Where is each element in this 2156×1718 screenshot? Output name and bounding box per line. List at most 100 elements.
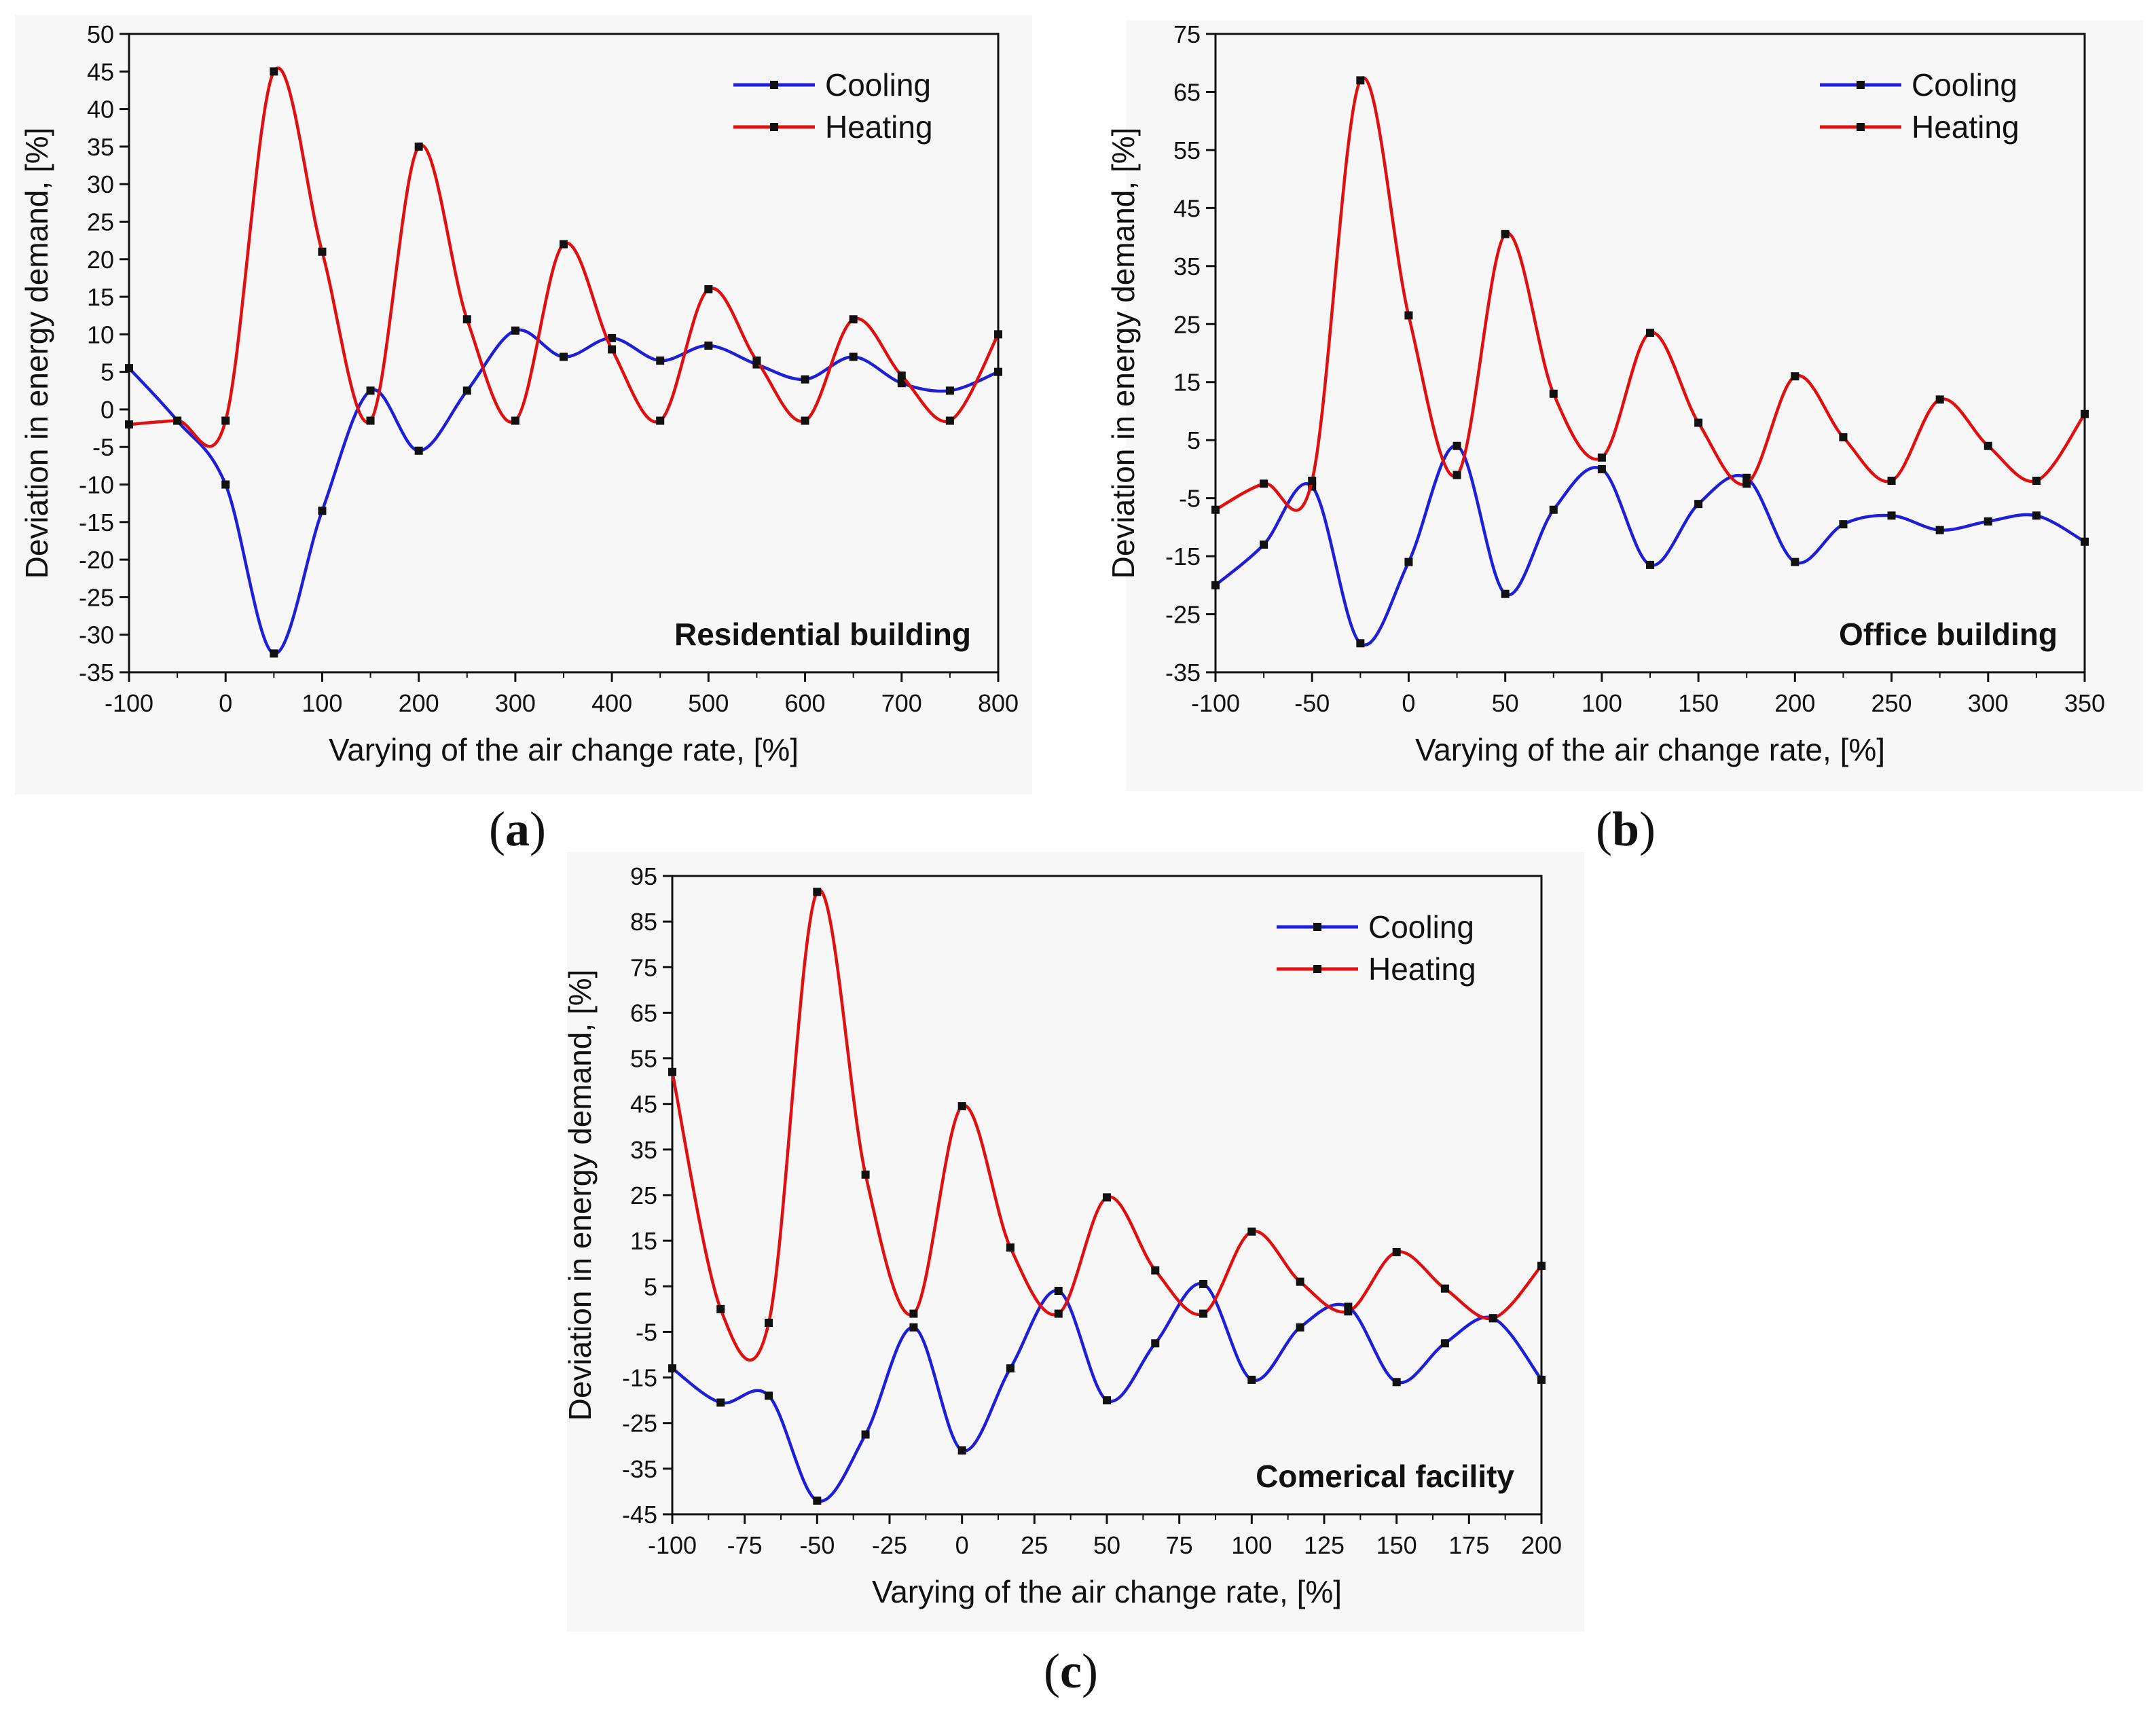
c-y-tick-label: -15 [622, 1364, 657, 1392]
a-chart-title: Residential building [674, 617, 971, 652]
c-y-tick-label: 85 [630, 908, 657, 936]
b-cooling-point [1501, 589, 1510, 598]
a-cooling-point [704, 341, 713, 350]
panel-c-background [567, 852, 1584, 1632]
figure-label-b: (b) [1596, 802, 1656, 856]
c-heating-point [1392, 1247, 1401, 1256]
a-legend-cooling-label: Cooling [825, 67, 931, 103]
c-heating-point [1247, 1227, 1256, 1236]
c-heating-point [1537, 1262, 1546, 1271]
chart-office-building: -100 -50 0 50 100 150 200 250 300 350 -35 -25 -15 -5 5… [1106, 20, 2105, 767]
b-cooling-point [2032, 511, 2041, 520]
a-y-tick-label: 20 [87, 246, 114, 274]
b-chart-title: Office building [1839, 617, 2058, 652]
a-heating-point [560, 240, 568, 249]
c-y-tick-label: 75 [630, 953, 657, 981]
c-x-tick-label: 200 [1521, 1531, 1562, 1559]
c-cooling-point [1103, 1396, 1111, 1405]
a-heating-point [125, 420, 133, 429]
a-cooling-point [608, 333, 617, 342]
c-x-tick-label: -75 [727, 1531, 763, 1559]
c-heating-point [957, 1102, 966, 1111]
c-legend-heating-marker [1313, 965, 1321, 973]
a-y-tick-label: 25 [87, 208, 114, 236]
c-cooling-point [1006, 1364, 1015, 1373]
a-heating-point [656, 416, 665, 425]
c-cooling-point [861, 1430, 870, 1439]
a-y-tick-label: -30 [79, 621, 114, 649]
a-cooling-point [221, 480, 230, 489]
c-x-tick-label: 75 [1166, 1531, 1193, 1559]
b-y-tick-label: 15 [1173, 369, 1201, 397]
b-cooling-point [2081, 537, 2089, 546]
c-cooling-point [909, 1323, 918, 1332]
b-cooling-point [1791, 558, 1799, 566]
c-y-tick-label: 25 [630, 1182, 657, 1209]
b-x-tick-label: 0 [1402, 689, 1415, 717]
c-cooling-point [716, 1398, 725, 1407]
c-cooling-point [1151, 1339, 1160, 1348]
b-cooling-point [1984, 517, 1992, 526]
c-heating-point [716, 1304, 725, 1313]
c-legend-cooling-label: Cooling [1368, 909, 1474, 945]
c-legend-heating-label: Heating [1368, 951, 1476, 987]
a-heating-point [511, 416, 519, 425]
c-cooling-point [765, 1391, 773, 1400]
c-y-tick-label: 55 [630, 1045, 657, 1073]
a-x-tick-label: 300 [495, 689, 536, 717]
b-cooling-point [1935, 526, 1944, 534]
c-y-tick-label: 5 [644, 1273, 657, 1300]
b-heating-point [1404, 311, 1413, 320]
b-legend-cooling-marker [1857, 81, 1865, 89]
a-x-tick-label: 600 [785, 689, 826, 717]
c-y-tick-label: -35 [622, 1455, 657, 1483]
b-heating-point [1839, 433, 1848, 441]
a-x-tick-label: 0 [219, 689, 232, 717]
b-cooling-point [1887, 511, 1896, 520]
a-cooling-line [128, 328, 999, 655]
c-chart-title: Comerical facility [1256, 1459, 1514, 1494]
b-legend-cooling-label: Cooling [1912, 67, 2017, 103]
c-cooling-point [668, 1364, 676, 1373]
c-heating-point [1199, 1309, 1208, 1318]
a-y-tick-label: 50 [87, 20, 114, 48]
b-heating-point [1935, 395, 1944, 404]
a-heating-point [414, 142, 423, 151]
b-heating-point [1452, 471, 1461, 479]
a-cooling-point [945, 386, 954, 395]
b-heating-point [2032, 477, 2041, 485]
c-heating-point [1006, 1243, 1015, 1252]
b-x-tick-label: 250 [1871, 689, 1912, 717]
b-cooling-point [1260, 541, 1268, 549]
b-y-tick-label: 5 [1187, 426, 1201, 454]
a-y-tick-label: -15 [79, 509, 114, 536]
a-cooling-point [270, 649, 278, 658]
a-cooling-point [366, 386, 375, 395]
c-heating-point [1103, 1193, 1111, 1202]
b-x-tick-label: 300 [1968, 689, 2009, 717]
b-cooling-point [1839, 520, 1848, 529]
b-cooling-line [1214, 444, 2086, 646]
a-heating-point [704, 285, 713, 293]
b-x-tick-label: 200 [1774, 689, 1815, 717]
a-heating-point [608, 345, 617, 354]
b-heating-point [1211, 505, 1220, 514]
a-cooling-point [511, 326, 519, 335]
b-legend-heating-marker [1857, 123, 1865, 131]
c-cooling-point [1247, 1375, 1256, 1384]
a-cooling-point [801, 375, 809, 384]
c-y-tick-label: 35 [630, 1136, 657, 1164]
a-cooling-point [849, 352, 858, 361]
b-x-tick-label: 100 [1582, 689, 1622, 717]
a-heating-point [752, 357, 761, 365]
b-heating-point [1984, 441, 1992, 450]
a-heating-point [897, 371, 906, 380]
a-heating-point [270, 67, 278, 76]
b-y-tick-label: 75 [1173, 20, 1201, 48]
a-cooling-point [897, 379, 906, 388]
c-y-tick-label: 15 [630, 1227, 657, 1255]
a-heating-point [173, 416, 182, 425]
c-y-tick-label: -5 [636, 1318, 657, 1346]
c-heating-point [765, 1319, 773, 1327]
a-x-tick-label: 800 [978, 689, 1019, 717]
